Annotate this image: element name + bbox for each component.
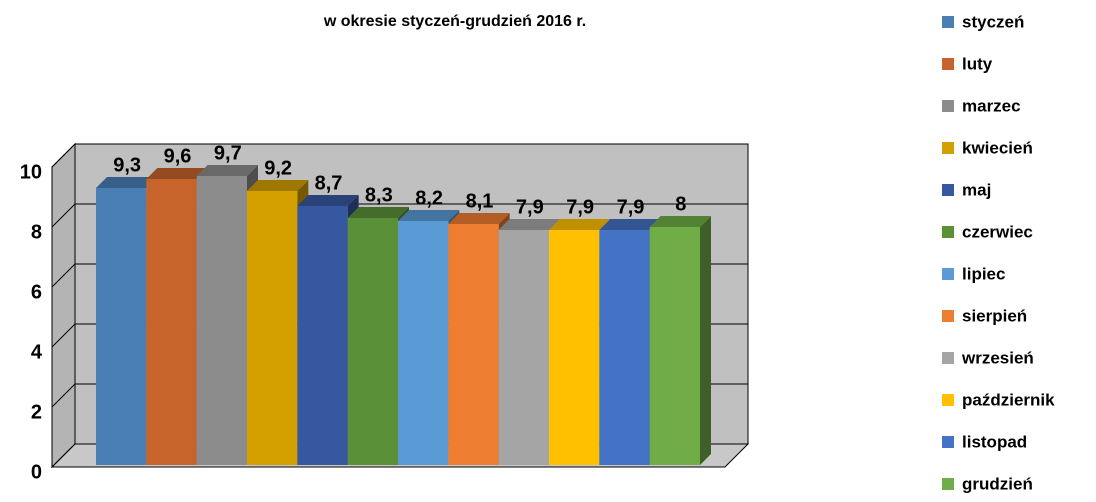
bar-side — [700, 216, 711, 465]
value-label: 8,7 — [315, 172, 343, 194]
value-label: 8 — [675, 193, 686, 215]
value-label: 8,3 — [365, 184, 393, 206]
bar-front — [448, 224, 499, 465]
legend-swatch — [942, 226, 954, 238]
bar-front — [347, 218, 398, 465]
bar-top — [599, 219, 661, 230]
value-label: 9,6 — [164, 145, 192, 167]
legend-label: kwiecień — [962, 138, 1033, 157]
legend-swatch — [942, 100, 954, 112]
legend-label: czerwiec — [962, 222, 1033, 241]
legend-label: listopad — [962, 432, 1027, 451]
bar-front — [196, 176, 247, 465]
legend-label: styczeń — [962, 12, 1024, 31]
bar-front — [96, 188, 147, 465]
y-tick-label: 4 — [31, 341, 43, 363]
legend-swatch — [942, 394, 954, 406]
value-label: 9,3 — [113, 154, 141, 176]
bar-top — [498, 219, 560, 230]
chart-title: w okresie styczeń-grudzień 2016 r. — [323, 13, 586, 30]
bar-top — [96, 177, 158, 188]
value-label: 7,9 — [617, 196, 645, 218]
legend-swatch — [942, 352, 954, 364]
legend-label: marzec — [962, 96, 1021, 115]
value-label: 7,9 — [566, 196, 594, 218]
bar-front — [398, 221, 449, 465]
legend-label: lipiec — [962, 264, 1005, 283]
y-tick-label: 2 — [31, 401, 42, 423]
value-label: 9,7 — [214, 142, 242, 164]
bar-front — [498, 230, 549, 465]
bar — [599, 219, 661, 465]
legend-label: sierpień — [962, 306, 1027, 325]
grid-line — [51, 143, 748, 168]
bar-top — [398, 210, 460, 221]
legend-swatch — [942, 268, 954, 280]
bar-top — [649, 216, 711, 227]
bar-top — [297, 195, 359, 206]
legend-swatch — [942, 142, 954, 154]
legend-label: październik — [962, 390, 1055, 409]
bar-top — [247, 180, 309, 191]
legend-swatch — [942, 58, 954, 70]
bar-top — [448, 213, 510, 224]
bar-top — [146, 168, 208, 179]
y-tick-label: 10 — [20, 161, 42, 183]
bar-front — [649, 227, 700, 465]
bar-top — [347, 207, 409, 218]
legend-label: wrzesień — [961, 348, 1034, 367]
value-label: 9,2 — [264, 157, 292, 179]
legend-label: grudzień — [962, 474, 1033, 493]
legend-swatch — [942, 478, 954, 490]
legend-swatch — [942, 184, 954, 196]
side-wall — [51, 142, 76, 469]
bar-top — [549, 219, 611, 230]
legend-swatch — [942, 310, 954, 322]
value-label: 8,1 — [466, 190, 494, 212]
bar-front — [297, 206, 348, 465]
grid-line — [51, 203, 748, 228]
legend-label: maj — [962, 180, 991, 199]
bar-front — [247, 191, 298, 465]
bar — [649, 216, 711, 465]
legend-swatch — [942, 16, 954, 28]
bar-top — [196, 165, 258, 176]
legend-swatch — [942, 436, 954, 448]
value-label: 8,2 — [415, 187, 443, 209]
y-tick-label: 8 — [31, 221, 42, 243]
y-tick-label: 6 — [31, 281, 42, 303]
legend-label: luty — [962, 54, 993, 73]
bar-front — [549, 230, 600, 465]
y-tick-label: 0 — [31, 461, 42, 483]
bar-front — [599, 230, 650, 465]
value-label: 7,9 — [516, 196, 544, 218]
bar-front — [146, 179, 197, 465]
